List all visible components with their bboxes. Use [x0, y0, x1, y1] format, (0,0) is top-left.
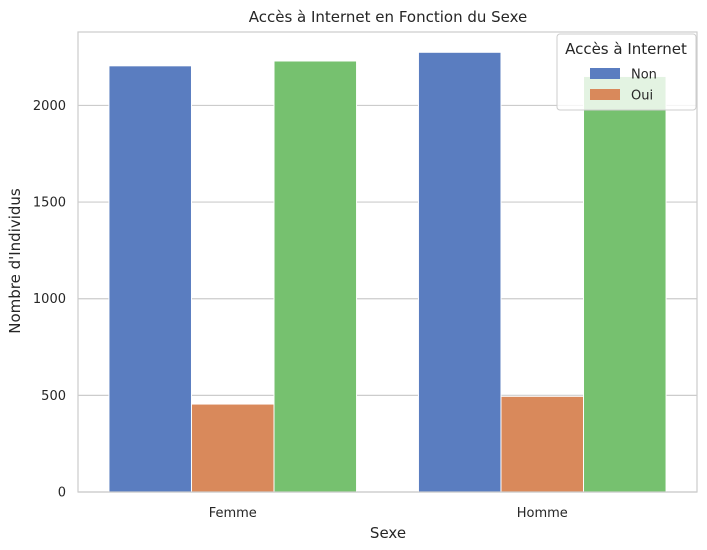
- bar: [273, 60, 358, 493]
- x-axis-ticks: Femme Homme: [209, 506, 568, 521]
- bar: [500, 395, 585, 493]
- legend-label: Oui: [631, 89, 653, 104]
- plot-frame: [77, 31, 698, 493]
- x-axis-label: Sexe: [370, 524, 406, 542]
- bar: [417, 51, 502, 493]
- legend-swatch: [590, 89, 620, 100]
- x-tick-label: Femme: [209, 506, 257, 521]
- y-tick-label: 2000: [33, 99, 66, 114]
- legend-items: Non Oui: [590, 68, 657, 104]
- legend-swatch: [590, 68, 620, 79]
- legend-label: Non: [631, 68, 657, 83]
- y-tick-label: 1500: [33, 196, 66, 211]
- y-axis-ticks: 0 500 1000 1500 2000: [33, 99, 66, 501]
- y-tick-label: 0: [58, 486, 66, 501]
- y-tick-label: 1000: [33, 292, 66, 307]
- y-axis-label: Nombre d'Individus: [6, 188, 24, 334]
- bar: [583, 75, 667, 493]
- legend-title: Accès à Internet: [565, 40, 687, 58]
- y-tick-label: 500: [41, 389, 66, 404]
- x-tick-label: Homme: [517, 506, 568, 521]
- bar: [190, 403, 275, 493]
- bar: [108, 65, 192, 493]
- chart-title: Accès à Internet en Fonction du Sexe: [249, 8, 528, 26]
- legend: Accès à Internet Non Oui: [556, 33, 697, 111]
- bars: [108, 51, 667, 493]
